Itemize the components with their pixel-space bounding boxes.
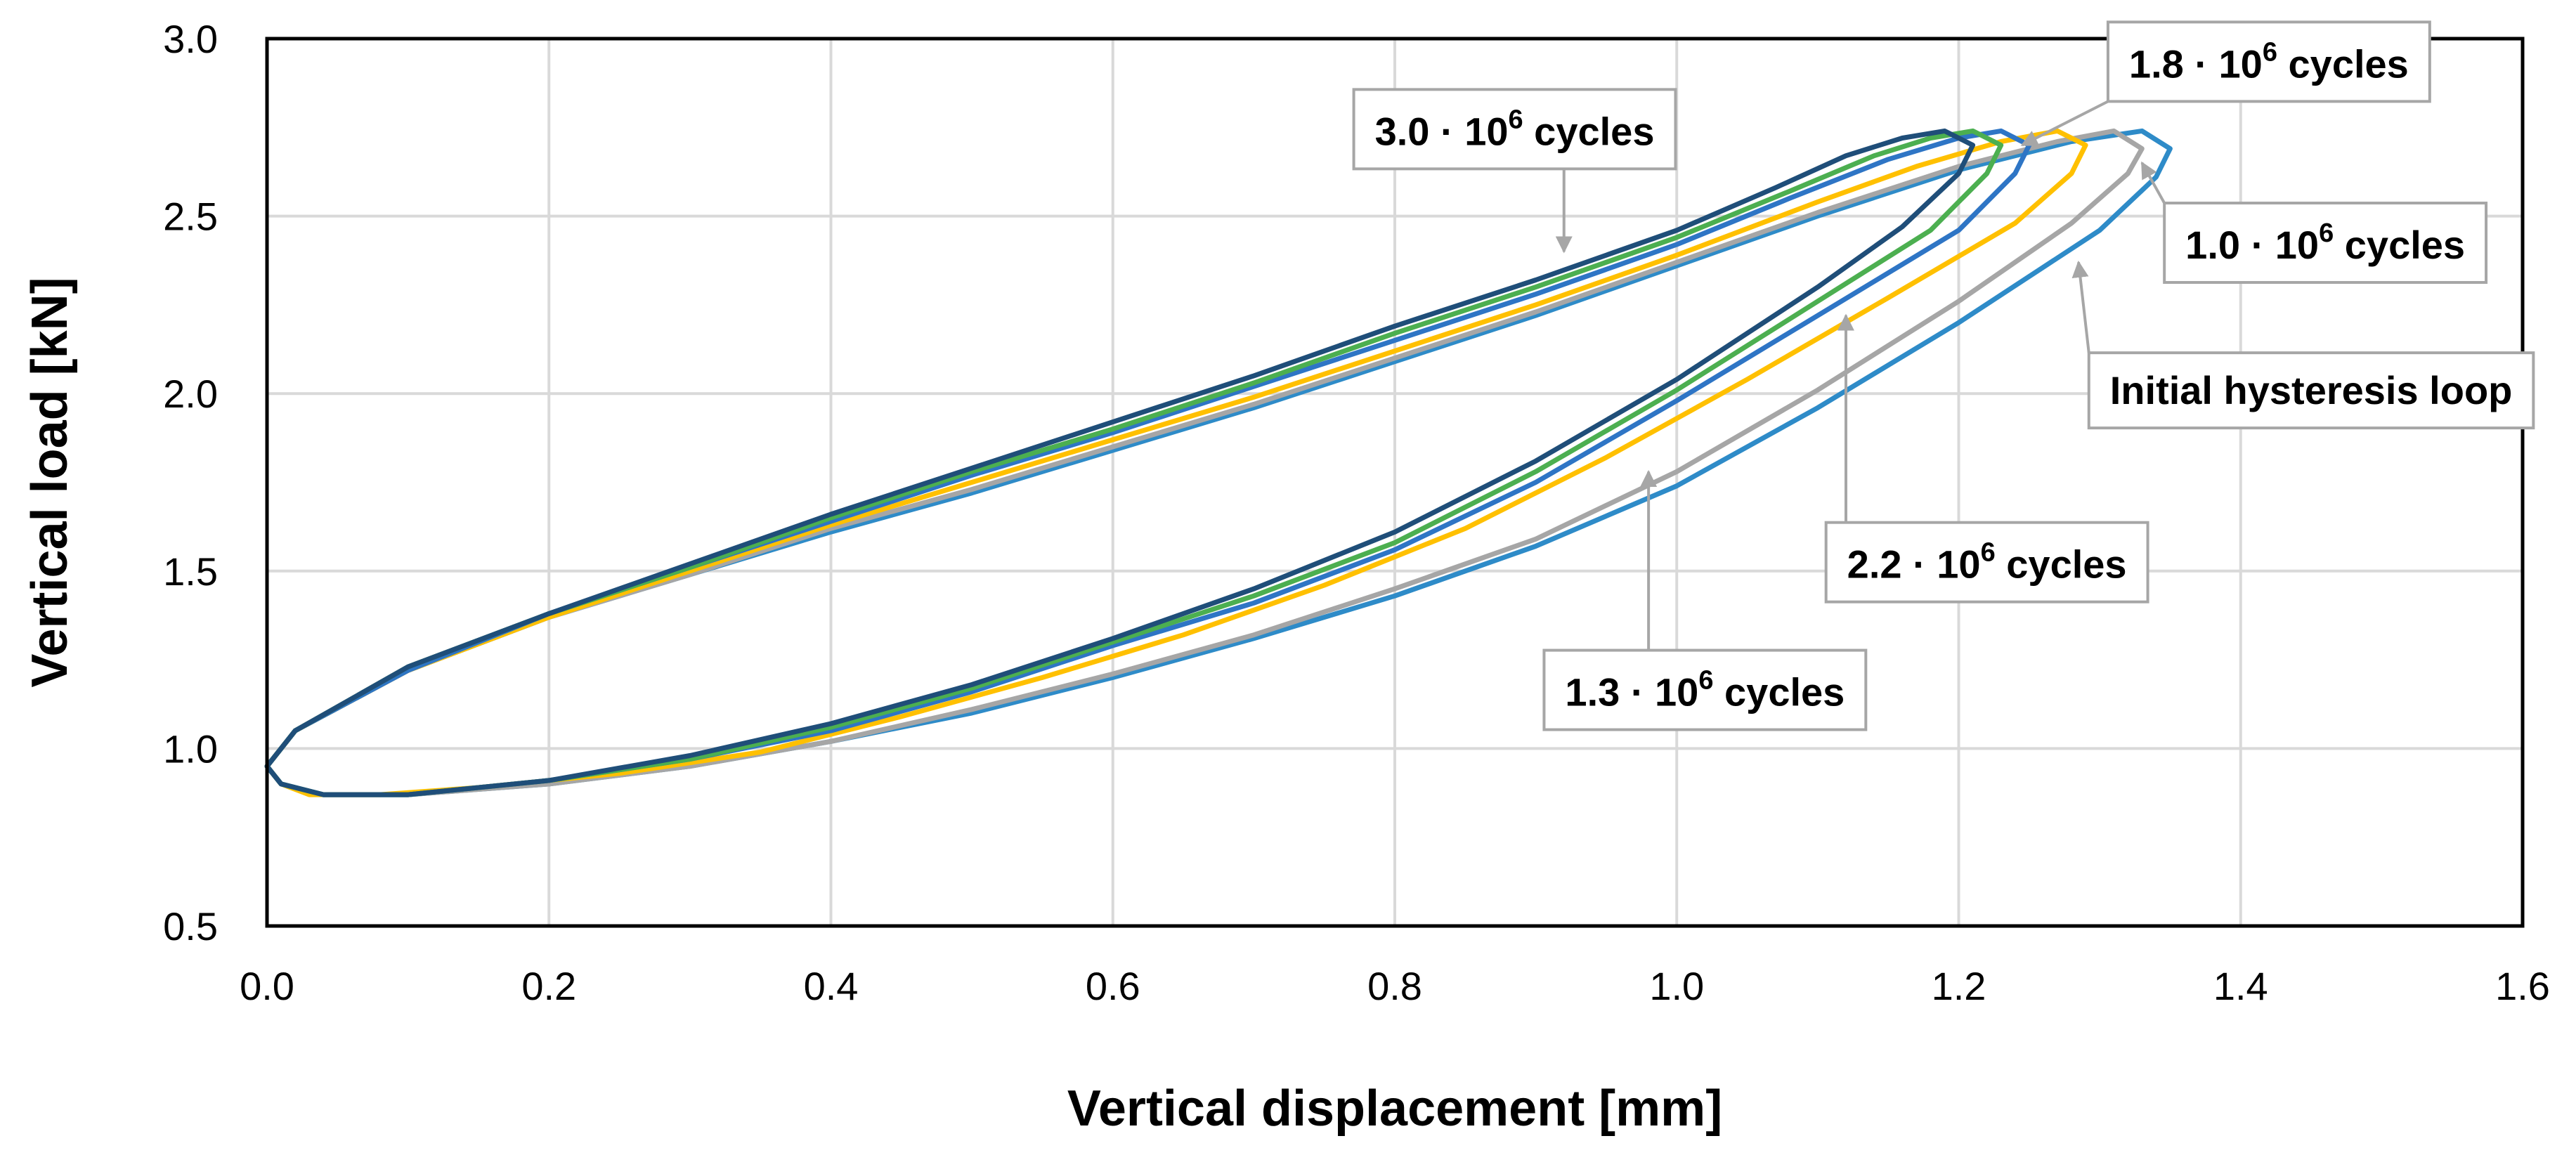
annotation-box — [1542, 648, 1868, 731]
annotation-1.3e6: 1.3 · 106 cycles — [1542, 469, 1868, 731]
y-tick-label: 3.0 — [163, 17, 218, 61]
x-tick-label: 1.0 — [1649, 964, 1704, 1008]
annotation-label: 1.3 · 106 cycles — [1565, 666, 1845, 714]
annotation-box — [1824, 521, 2149, 603]
axis-ticks: 0.0 0.2 0.4 0.6 0.8 1.0 1.2 1.4 1.6 0.5 1.0 1.5 2.0 2… — [163, 17, 2550, 1008]
annotation-label: 2.2 · 106 cycles — [1847, 538, 2127, 587]
annotation-1.8e6: 1.8 · 106 cycles — [2020, 20, 2431, 147]
annotation-3.0e6: 3.0 · 106 cycles — [1352, 88, 1677, 254]
annotation-label: Initial hysteresis loop — [2110, 368, 2513, 412]
annotation-arrow — [2140, 161, 2166, 204]
y-tick-label: 2.5 — [163, 195, 218, 239]
x-tick-label: 1.4 — [2213, 964, 2268, 1008]
annotation-box — [2087, 351, 2535, 430]
y-axis-title: Vertical load [kN] — [22, 277, 78, 687]
plot-frame — [265, 37, 2525, 928]
series-line-4 — [264, 128, 2004, 797]
annotation-1.0e6: 1.0 · 106 cycles — [2140, 161, 2488, 285]
y-tick-label: 0.5 — [163, 904, 218, 948]
annotation-label: 1.0 · 106 cycles — [2185, 218, 2465, 267]
x-tick-label: 0.8 — [1367, 964, 1422, 1008]
x-tick-label: 0.4 — [804, 964, 859, 1008]
x-tick-label: 0.2 — [521, 964, 576, 1008]
y-tick-label: 1.0 — [163, 726, 218, 771]
annotation-2.2e6: 2.2 · 106 cycles — [1824, 313, 2149, 603]
annotation-box — [2163, 202, 2488, 285]
x-tick-label: 0.6 — [1086, 964, 1140, 1008]
annotations: 3.0 · 106 cycles 1.8 · 106 cycles 1.0 · 10… — [1352, 20, 2535, 731]
annotation-label: 1.8 · 106 cycles — [2129, 37, 2409, 86]
y-tick-label: 1.5 — [163, 549, 218, 594]
series-lines — [264, 128, 2173, 797]
series-line-5 — [264, 128, 1976, 797]
series-line-0 — [264, 128, 2173, 797]
x-tick-label: 1.6 — [2495, 964, 2550, 1008]
x-tick-label: 0.0 — [240, 964, 294, 1008]
y-tick-label: 2.0 — [163, 372, 218, 416]
x-tick-label: 1.2 — [1932, 964, 1986, 1008]
x-axis-title: Vertical displacement [mm] — [1067, 1081, 1722, 1137]
annotation-box — [2106, 20, 2431, 103]
grid — [266, 37, 2524, 927]
annotation-arrow — [2071, 260, 2090, 353]
annotation-initial: Initial hysteresis loop — [2071, 260, 2535, 430]
annotation-arrow — [2020, 100, 2109, 147]
annotation-box — [1352, 88, 1677, 171]
annotation-label: 3.0 · 106 cycles — [1375, 105, 1655, 153]
series-line-2 — [264, 128, 2088, 797]
